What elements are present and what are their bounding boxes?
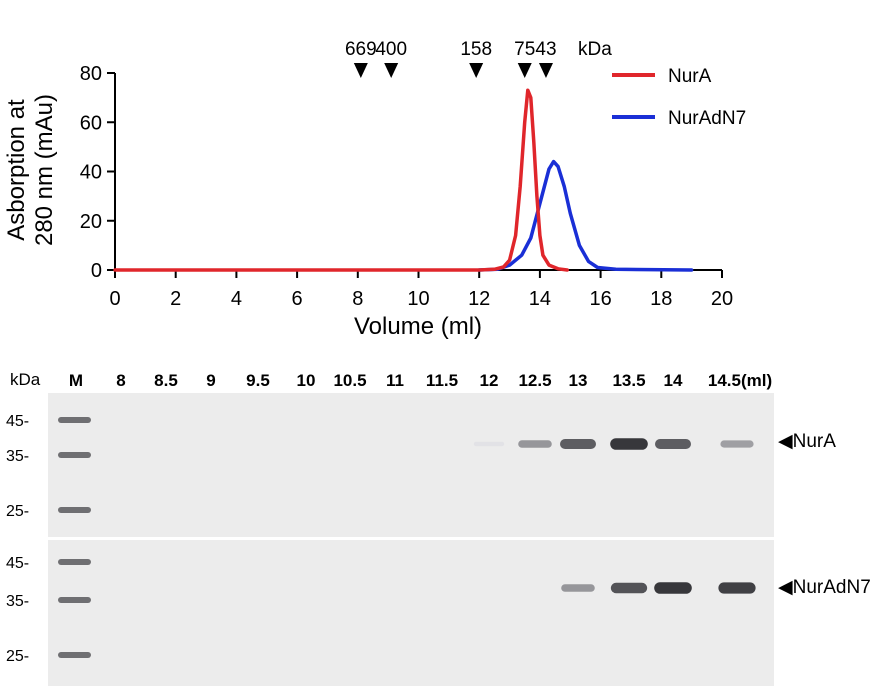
y-axis-title-line-1: Asborption at xyxy=(3,99,30,241)
gel-mw-label: 25- xyxy=(6,648,29,665)
gel-band xyxy=(610,438,648,450)
mw-marker-label: 158 xyxy=(460,39,492,60)
series-line-nuradn7 xyxy=(477,159,694,272)
y-tick-label: 80 xyxy=(80,63,102,85)
ladder-band xyxy=(58,559,91,565)
gel-kda-label: kDa xyxy=(10,370,41,389)
gel-mw-labels: 45- 35- 25- 45- 35- 25- xyxy=(6,413,29,665)
gel-band xyxy=(655,439,691,449)
gel-band xyxy=(518,440,552,448)
gel-band-label-top: ◀NurA xyxy=(778,431,836,452)
y-tick-label: 40 xyxy=(80,162,102,184)
x-ticks: 0 2 4 6 8 10 12 14 16 18 20 xyxy=(109,270,733,310)
gel-band xyxy=(473,441,505,447)
gel-lane-label: 11.5 xyxy=(426,371,458,390)
gel-mw-label: 45- xyxy=(6,413,29,430)
mw-marker-arrow xyxy=(469,63,484,78)
gel-panel-top xyxy=(48,393,774,537)
gel-lane-label: 8.5 xyxy=(154,371,178,390)
ladder-band xyxy=(58,507,91,513)
gel-bands xyxy=(473,438,756,594)
chart-legend: NurA NurAdN7 xyxy=(612,66,746,129)
gel-lane-label: 10.5 xyxy=(333,371,366,390)
x-tick-label: 14 xyxy=(529,288,551,310)
gel-mw-label: 35- xyxy=(6,448,29,465)
gel-marker-lane-label: M xyxy=(69,371,83,390)
gel-band xyxy=(610,582,648,594)
x-tick-label: 2 xyxy=(170,288,181,310)
gel-mw-label: 45- xyxy=(6,555,29,572)
gel-band xyxy=(654,582,692,594)
chart-series xyxy=(113,88,694,272)
chart-axes xyxy=(114,73,722,271)
series-line-nura xyxy=(113,88,569,272)
x-tick-label: 16 xyxy=(589,288,611,310)
y-tick-label: 0 xyxy=(91,260,102,282)
sds-page-gel: kDa M 8 8.5 9 9.5 10 10.5 11 11.5 12 12.5 13 13.5 14… xyxy=(6,370,871,686)
gel-lane-label: 12.5 xyxy=(518,371,551,390)
gel-mw-label: 35- xyxy=(6,593,29,610)
mw-marker-label: 43 xyxy=(535,39,556,60)
x-tick-label: 6 xyxy=(292,288,303,310)
mw-marker-label: 669 xyxy=(345,39,377,60)
gel-band xyxy=(560,439,596,449)
mw-marker-label: 75 xyxy=(514,39,535,60)
y-tick-label: 20 xyxy=(80,211,102,233)
gel-band xyxy=(718,582,756,594)
mw-unit-label: kDa xyxy=(578,39,612,60)
ladder-band xyxy=(58,417,91,423)
ladder-band xyxy=(58,597,91,603)
mw-marker-arrow xyxy=(538,63,553,78)
gel-lane-label: 11 xyxy=(386,371,404,390)
x-tick-label: 12 xyxy=(468,288,490,310)
gel-lane-label: 14 xyxy=(664,371,683,390)
y-axis-title-line-2: 280 nm (mAu) xyxy=(31,94,58,246)
x-tick-label: 20 xyxy=(711,288,733,310)
gel-lane-label: 9 xyxy=(206,371,215,390)
gel-mw-label: 25- xyxy=(6,503,29,520)
x-tick-label: 18 xyxy=(650,288,672,310)
gel-lane-labels: 8 8.5 9 9.5 10 10.5 11 11.5 12 12.5 13 13.5 14 14.5(m… xyxy=(116,371,772,390)
legend-label-nuradn7: NurAdN7 xyxy=(668,108,746,129)
ladder-band xyxy=(58,652,91,658)
gel-panel-bottom xyxy=(48,540,774,686)
x-tick-label: 0 xyxy=(109,288,120,310)
gel-lane-label: 14.5(ml) xyxy=(708,371,772,390)
mw-marker-arrow xyxy=(384,63,399,78)
gel-lane-label: 10 xyxy=(297,371,316,390)
mw-marker-arrow xyxy=(517,63,532,78)
gel-lane-label: 13.5 xyxy=(612,371,645,390)
y-ticks: 0 20 40 60 80 xyxy=(80,63,115,282)
mw-marker-label: 400 xyxy=(375,39,407,60)
x-tick-label: 8 xyxy=(352,288,363,310)
x-axis-title: Volume (ml) xyxy=(354,313,482,340)
gel-band xyxy=(561,584,595,592)
y-tick-label: 60 xyxy=(80,112,102,134)
x-tick-label: 10 xyxy=(407,288,429,310)
x-tick-label: 4 xyxy=(231,288,242,310)
gel-lane-label: 13 xyxy=(569,371,588,390)
legend-label-nura: NurA xyxy=(668,66,712,87)
gel-ladder xyxy=(58,417,91,658)
gel-lane-label: 9.5 xyxy=(246,371,270,390)
mw-marker-arrow xyxy=(353,63,368,78)
gel-band-label-bottom: ◀NurAdN7 xyxy=(778,577,871,598)
gel-lane-label: 12 xyxy=(480,371,499,390)
gel-band xyxy=(720,440,754,448)
ladder-band xyxy=(58,452,91,458)
gel-lane-label: 8 xyxy=(116,371,125,390)
